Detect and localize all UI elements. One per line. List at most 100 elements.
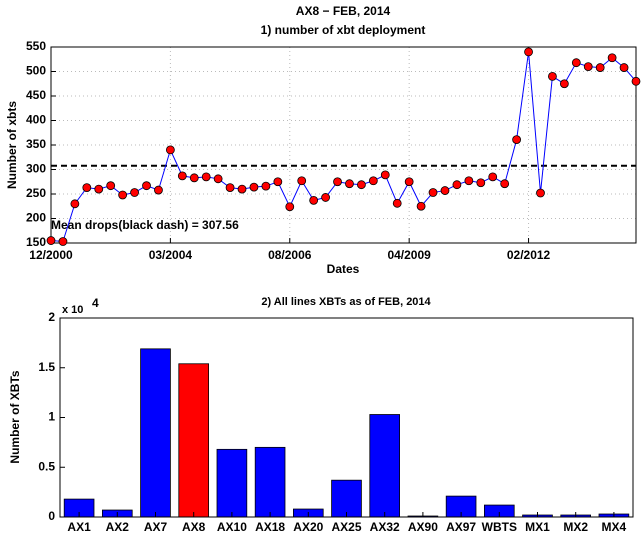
- y-tick-label: 350: [26, 137, 46, 151]
- point: [607, 53, 617, 63]
- point: [118, 190, 128, 200]
- x-tick-label: AX97: [446, 520, 476, 534]
- y-tick-label: 550: [26, 39, 46, 53]
- y-multiplier: x 10: [62, 304, 83, 316]
- point: [142, 181, 151, 191]
- point: [94, 184, 104, 194]
- bar: [369, 414, 400, 518]
- x-tick-label: AX20: [293, 520, 323, 534]
- y-tick-label: 0.5: [38, 459, 55, 473]
- point: [536, 188, 545, 198]
- point: [333, 177, 342, 187]
- y-tick-label: 1.5: [38, 360, 55, 374]
- x-tick-label: 02/2012: [507, 248, 551, 262]
- point: [583, 62, 593, 71]
- point: [213, 174, 223, 184]
- point: [165, 145, 175, 155]
- x-axis-label: Dates: [327, 262, 360, 276]
- point: [392, 198, 402, 208]
- point: [297, 176, 307, 186]
- point: [595, 63, 605, 72]
- bar: [216, 448, 248, 518]
- point: [261, 181, 271, 191]
- x-tick-label: AX1: [67, 520, 91, 534]
- x-tick-label: MX2: [563, 520, 588, 534]
- x-tick-label: AX25: [331, 520, 361, 534]
- point: [619, 63, 629, 72]
- x-tick-label: AX8: [182, 520, 206, 534]
- point: [500, 179, 510, 189]
- x-tick-label: 04/2009: [387, 248, 431, 262]
- point: [309, 195, 319, 205]
- point: [548, 72, 557, 81]
- point: [488, 172, 498, 182]
- point: [189, 173, 199, 183]
- y-tick-label: 1: [48, 410, 55, 424]
- point: [428, 188, 438, 197]
- point: [524, 47, 533, 57]
- x-tick-label: MX1: [525, 520, 550, 534]
- x-tick-label: AX18: [255, 520, 285, 534]
- x-tick-label: 08/2006: [268, 248, 312, 262]
- y-multiplier-exponent: 4: [92, 296, 99, 310]
- bar: [254, 446, 286, 518]
- point: [440, 186, 450, 195]
- plot-frame: [59, 317, 634, 518]
- point: [416, 201, 426, 211]
- chart-subtitle: 1) number of xbt deployment: [261, 23, 426, 37]
- y-tick-label: 400: [26, 113, 46, 127]
- x-tick-label: 03/2004: [149, 248, 193, 262]
- point: [106, 181, 116, 191]
- point: [154, 185, 163, 195]
- point: [177, 171, 187, 181]
- point: [357, 180, 366, 190]
- x-tick-label: MX4: [602, 520, 627, 534]
- point: [512, 135, 522, 145]
- point: [321, 193, 330, 202]
- point: [273, 177, 283, 187]
- x-tick-label: WBTS: [482, 520, 517, 534]
- y-tick-label: 150: [26, 235, 46, 249]
- point: [380, 170, 390, 180]
- bar: [140, 348, 171, 518]
- y-tick-label: 0: [48, 509, 55, 523]
- point: [46, 236, 56, 245]
- point: [345, 179, 354, 189]
- y-tick-label: 2: [48, 310, 55, 324]
- x-tick-label: AX10: [217, 520, 247, 534]
- point: [285, 202, 295, 212]
- bar: [178, 363, 209, 518]
- x-tick-label: 12/2000: [29, 248, 73, 262]
- x-tick-label: AX2: [106, 520, 130, 534]
- point: [559, 79, 569, 89]
- point: [70, 199, 80, 209]
- x-tick-label: AX32: [370, 520, 400, 534]
- point: [82, 183, 92, 193]
- point: [225, 183, 235, 193]
- point: [404, 177, 414, 187]
- chart-title: 2) All lines XBTs as of FEB, 2014: [261, 296, 431, 308]
- chart-title: AX8 − FEB, 2014: [296, 4, 391, 18]
- point: [631, 76, 641, 86]
- point: [571, 58, 581, 68]
- point: [464, 176, 474, 186]
- plot-frame: [50, 46, 637, 244]
- point: [58, 237, 68, 246]
- point: [249, 182, 259, 192]
- y-tick-label: 450: [26, 88, 46, 102]
- point: [368, 176, 378, 186]
- y-tick-label: 500: [26, 64, 46, 78]
- point: [452, 180, 462, 190]
- y-tick-label: 300: [26, 162, 46, 176]
- y-tick-label: 200: [26, 211, 46, 225]
- y-axis-label: Number of XBTs: [8, 370, 22, 463]
- point: [201, 172, 211, 182]
- x-tick-label: AX7: [144, 520, 168, 534]
- point: [476, 178, 486, 188]
- bar: [331, 479, 362, 518]
- y-tick-label: 250: [26, 186, 46, 200]
- annotation: Mean drops(black dash) = 307.56: [51, 218, 239, 232]
- point: [130, 188, 139, 197]
